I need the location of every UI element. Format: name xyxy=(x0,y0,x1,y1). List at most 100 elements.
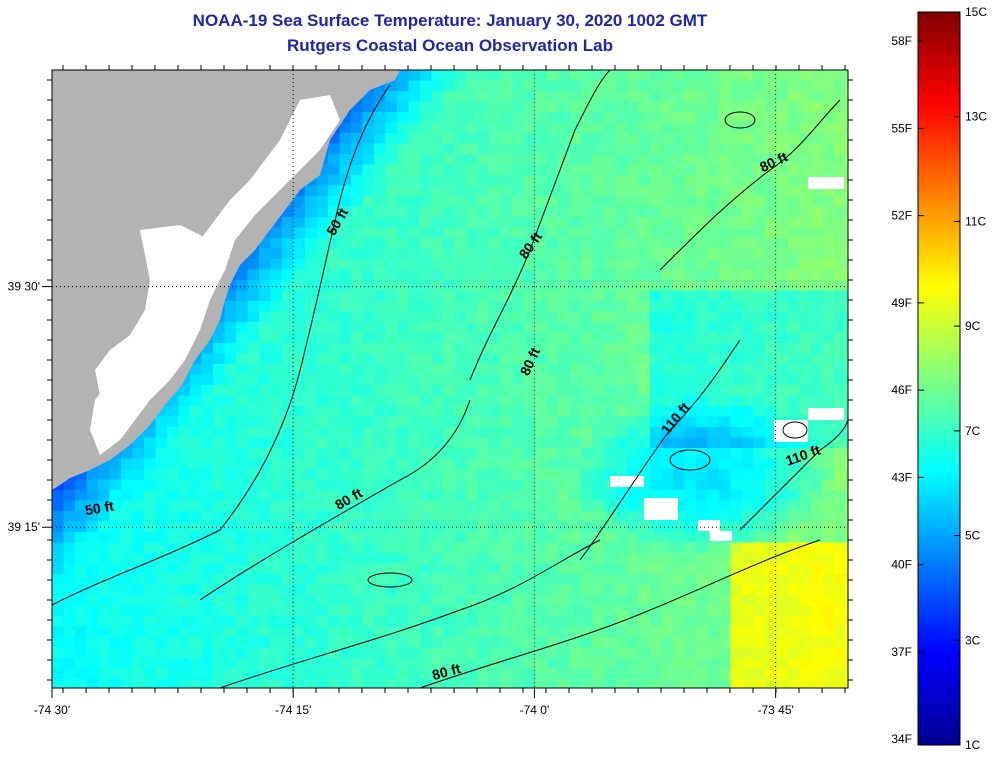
sst-cell xyxy=(776,280,789,292)
sst-cell xyxy=(558,70,571,82)
sst-cell xyxy=(719,290,732,302)
sst-cell xyxy=(719,679,732,688)
sst-cell xyxy=(535,647,548,659)
sst-cell xyxy=(420,206,433,218)
sst-cell xyxy=(776,616,789,628)
sst-cell xyxy=(259,290,272,302)
sst-cell xyxy=(684,490,697,502)
sst-cell xyxy=(293,374,306,386)
sst-cell xyxy=(523,521,536,533)
sst-cell xyxy=(408,521,421,533)
sst-cell xyxy=(822,259,835,271)
sst-cell xyxy=(581,280,594,292)
sst-cell xyxy=(696,343,709,355)
sst-cell xyxy=(776,374,789,386)
sst-cell xyxy=(489,479,502,491)
sst-cell xyxy=(742,80,755,92)
sst-cell xyxy=(615,311,628,323)
sst-cell xyxy=(466,479,479,491)
sst-cell xyxy=(615,112,628,124)
sst-cell xyxy=(466,112,479,124)
sst-cell xyxy=(523,469,536,481)
sst-cell xyxy=(719,469,732,481)
sst-cell xyxy=(535,133,548,145)
sst-cell xyxy=(512,679,525,688)
sst-cell xyxy=(201,395,214,407)
sst-cell xyxy=(190,458,203,470)
sst-cell xyxy=(270,332,283,344)
sst-cell xyxy=(799,437,812,449)
sst-cell xyxy=(155,448,168,460)
sst-cell xyxy=(627,290,640,302)
colorbar-c-label: 7C xyxy=(965,424,981,438)
sst-cell xyxy=(684,290,697,302)
sst-cell xyxy=(351,647,364,659)
sst-cell xyxy=(615,206,628,218)
sst-cell xyxy=(765,175,778,187)
sst-cell xyxy=(627,133,640,145)
sst-cell xyxy=(811,584,824,596)
nodata-patch xyxy=(644,498,678,520)
sst-cell xyxy=(845,301,848,313)
sst-cell xyxy=(144,595,157,607)
sst-cell xyxy=(305,658,318,670)
sst-cell xyxy=(742,311,755,323)
sst-cell xyxy=(316,322,329,334)
sst-cell xyxy=(730,280,743,292)
sst-cell xyxy=(385,290,398,302)
sst-cell xyxy=(420,259,433,271)
sst-cell xyxy=(328,584,341,596)
sst-cell xyxy=(650,143,663,155)
sst-cell xyxy=(569,553,582,565)
sst-cell xyxy=(788,112,801,124)
sst-cell xyxy=(259,563,272,575)
sst-cell xyxy=(719,542,732,554)
sst-cell xyxy=(374,416,387,428)
sst-cell xyxy=(811,164,824,176)
sst-cell xyxy=(420,322,433,334)
sst-cell xyxy=(305,469,318,481)
sst-cell xyxy=(477,143,490,155)
sst-cell xyxy=(305,374,318,386)
sst-cell xyxy=(558,595,571,607)
sst-cell xyxy=(374,164,387,176)
sst-cell xyxy=(75,469,88,481)
sst-cell xyxy=(696,322,709,334)
sst-cell xyxy=(316,248,329,260)
sst-cell xyxy=(213,395,226,407)
sst-cell xyxy=(535,616,548,628)
sst-cell xyxy=(719,616,732,628)
sst-cell xyxy=(788,70,801,82)
sst-cell xyxy=(132,605,145,617)
sst-cell xyxy=(397,626,410,638)
sst-cell xyxy=(109,658,122,670)
sst-cell xyxy=(592,437,605,449)
sst-cell xyxy=(362,280,375,292)
sst-cell xyxy=(466,290,479,302)
sst-cell xyxy=(397,553,410,565)
sst-cell xyxy=(753,91,766,103)
sst-cell xyxy=(799,637,812,649)
sst-cell xyxy=(523,185,536,197)
sst-cell xyxy=(328,311,341,323)
sst-cell xyxy=(397,647,410,659)
sst-cell xyxy=(443,553,456,565)
sst-cell xyxy=(443,217,456,229)
sst-cell xyxy=(558,479,571,491)
sst-cell xyxy=(374,500,387,512)
sst-cell xyxy=(259,595,272,607)
sst-cell xyxy=(546,164,559,176)
sst-cell xyxy=(362,563,375,575)
sst-cell xyxy=(477,626,490,638)
sst-cell xyxy=(500,647,513,659)
sst-cell xyxy=(673,122,686,134)
sst-cell xyxy=(592,542,605,554)
sst-cell xyxy=(581,311,594,323)
sst-cell xyxy=(236,679,249,688)
sst-cell xyxy=(443,416,456,428)
sst-cell xyxy=(569,322,582,334)
sst-cell xyxy=(604,343,617,355)
sst-cell xyxy=(707,70,720,82)
sst-cell xyxy=(753,500,766,512)
sst-cell xyxy=(178,542,191,554)
